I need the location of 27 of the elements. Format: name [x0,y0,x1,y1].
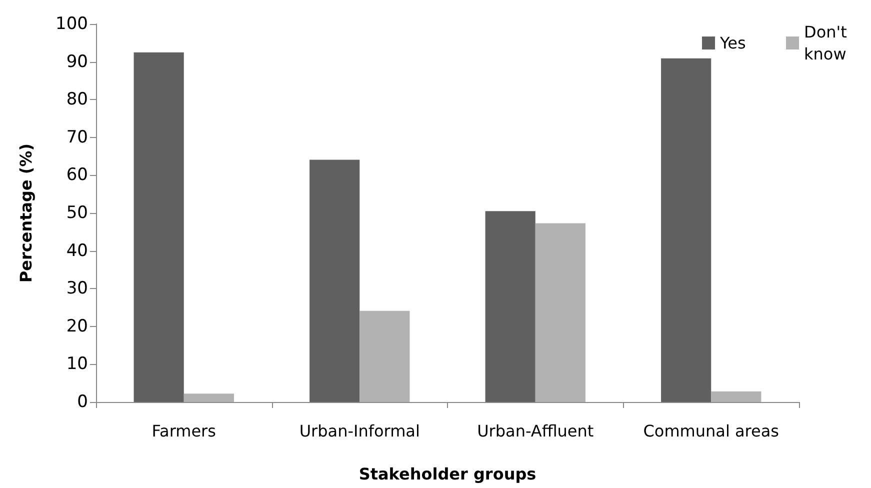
y-tick-label: 0 [77,392,88,412]
y-tick-label: 70 [66,127,88,148]
bar [184,394,234,402]
y-axis-title: Percentage (%) [16,143,36,283]
y-tick-label: 30 [66,278,88,299]
x-tick-label: Urban-Affluent [477,422,594,440]
bar [535,223,586,402]
y-tick-label: 50 [66,203,88,223]
bar [485,211,536,402]
bar [360,310,410,402]
y-tick-label: 40 [66,240,88,261]
x-tick-label: Urban-Informal [299,422,420,440]
y-tick-label: 20 [66,316,88,336]
legend-label: Don't know [804,22,852,64]
y-tick-label: 80 [66,90,88,110]
y-tick-label: 100 [56,14,88,34]
bar [711,391,762,402]
y-tick-label: 90 [66,52,88,72]
x-axis-title: Stakeholder groups [358,464,536,484]
x-tick-label: Communal areas [643,422,780,440]
y-tick-label: 10 [66,354,88,374]
x-tick-label: Farmers [152,422,216,440]
bar [661,58,712,402]
bar [134,52,184,402]
legend-label: Yes [719,34,746,52]
y-tick-label: 60 [66,165,88,186]
bar [310,160,360,402]
